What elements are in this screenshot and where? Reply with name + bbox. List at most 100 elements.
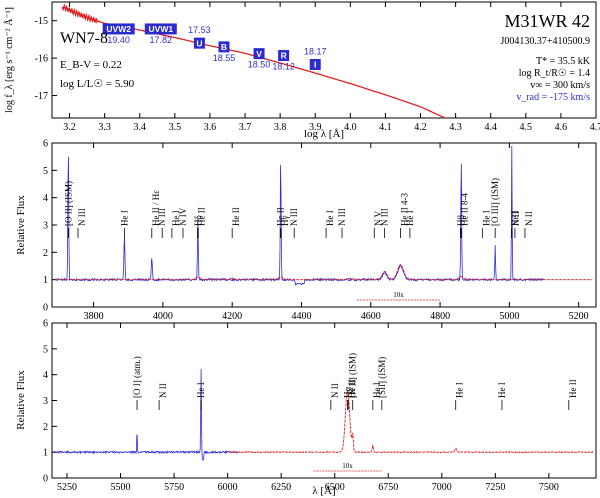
blue-line-ids: [O II] (ISM) N III He I He II / HεN III He I…	[63, 178, 534, 238]
blue-line-label: He I	[119, 210, 129, 226]
phot-box-b	[218, 41, 230, 53]
phot-mag-r: 18.12	[272, 62, 295, 72]
red-spectrum-panel: 5250 5500 5750 6000 6250 6500 6750 7000 7250 7500…	[15, 319, 597, 497]
phot-label-v: V	[256, 49, 262, 59]
blue-line-label: Hδ	[193, 215, 203, 226]
blue-ytick-label: 2	[43, 248, 48, 259]
sed-xtick-label: 3.7	[239, 122, 252, 133]
red-scale-bar: 10x	[313, 462, 382, 472]
phot-box-i	[309, 58, 321, 70]
blue-scale-text: 10x	[393, 291, 404, 299]
phot-label-i: I	[314, 60, 316, 70]
red-line-label: Hα	[343, 387, 353, 398]
phot-mag-uvw2: 19.40	[107, 35, 130, 45]
blue-line-label: He I	[405, 210, 415, 226]
param-vinf: v∞ = 300 km/s	[530, 80, 590, 91]
blue-line-label: N III	[289, 208, 299, 226]
sed-xtick-label: 4.3	[449, 122, 462, 133]
blue-ytick-label: 6	[43, 139, 48, 150]
red-line-label: [SII] (ISM)	[377, 357, 387, 398]
sed-xtick-label: 4.1	[379, 122, 392, 133]
phot-mag-b: 18.55	[213, 53, 236, 63]
blue-line-label: He II	[231, 207, 241, 226]
sed-xtick-label: 4.7	[590, 122, 600, 133]
blue-ytick-label: 4	[43, 193, 48, 204]
sed-xtick-label: 3.8	[274, 122, 287, 133]
red-scale-text: 10x	[342, 462, 353, 470]
blue-line-label: He I	[481, 210, 491, 226]
sed-ytick-label: -17	[35, 91, 48, 102]
phot-box-v	[253, 48, 265, 60]
blue-line-label: [O II] (ISM)	[63, 181, 73, 226]
phot-box-uvw2	[102, 23, 135, 35]
phot-label-u: U	[196, 38, 202, 48]
blue-xtick-label: 4000	[153, 311, 173, 322]
red-observed-spectrum	[53, 368, 239, 461]
blue-spectrum-y-ticks: 0 1 2 3 4 5 6	[43, 139, 57, 314]
red-xtick-label: 5750	[164, 482, 184, 493]
param-temperature: T* = 35.5 kK	[536, 56, 591, 67]
sed-xtick-label: 3.2	[63, 122, 76, 133]
red-xtick-label: 7500	[539, 482, 559, 493]
extinction-label: E_B-V = 0.22	[60, 59, 122, 71]
blue-scale-bar: 10x	[356, 291, 441, 301]
object-coords: J004130.37+410500.9	[500, 36, 590, 47]
phot-mag-i: 18.17	[304, 46, 327, 56]
sed-x-ticks: 3.2 3.3 3.4 3.5 3.6 3.7 3.8 3.9 4.0 4.1 4.2 4.3 4.4 4…	[63, 2, 600, 133]
sed-xtick-label: 3.6	[204, 122, 217, 133]
sed-frame	[51, 1, 597, 119]
red-line-label: He I	[372, 382, 382, 398]
sed-xtick-label: 3.4	[133, 122, 146, 133]
sed-xtick-label: 4.0	[344, 122, 357, 133]
red-y-label: Relative Flux	[15, 370, 27, 430]
blue-spectrum-panel: 3800 4000 4200 4400 4600 4800 5000 5200 0 1 2 3 4 5 6…	[15, 139, 597, 322]
sed-xtick-label: 4.4	[484, 122, 497, 133]
blue-xtick-label: 3800	[84, 311, 104, 322]
phot-label-uvw1: UVW1	[149, 24, 174, 34]
blue-line-label: N V	[373, 210, 383, 226]
blue-xtick-label: 4200	[222, 311, 242, 322]
blue-line-label: N III	[380, 208, 390, 226]
blue-line-label: He I	[325, 210, 335, 226]
sed-y-ticks: -15 -16 -17	[35, 16, 57, 102]
phot-box-uvw1	[144, 23, 177, 35]
red-xtick-label: 5250	[57, 482, 77, 493]
sed-xtick-label: 4.2	[414, 122, 427, 133]
red-ytick-label: 2	[43, 422, 48, 433]
sed-xtick-label: 3.5	[169, 122, 182, 133]
phot-box-u	[193, 37, 205, 49]
phot-mag-v: 18.50	[248, 60, 271, 70]
blue-line-label: N III	[77, 208, 87, 226]
red-ytick-label: 5	[43, 344, 48, 355]
blue-ytick-label: 0	[43, 303, 48, 314]
blue-line-label: N II	[524, 211, 534, 226]
blue-line-label: [O III] (ISM)	[490, 178, 500, 226]
blue-line-label: He II	[197, 207, 207, 226]
phot-label-r: R	[281, 51, 287, 61]
blue-line-label: He II / Hε	[151, 190, 161, 226]
spectral-type: WN7-8	[60, 30, 108, 47]
sed-xtick-label: 4.6	[555, 122, 568, 133]
red-xtick-label: 5500	[111, 482, 131, 493]
red-ytick-label: 1	[43, 448, 48, 459]
red-ytick-label: 0	[43, 474, 48, 485]
param-radius: log R_t/R☉ = 1.4	[519, 68, 590, 79]
blue-spectrum-x-ticks: 3800 4000 4200 4400 4600 4800 5000 5200	[84, 143, 589, 322]
blue-xtick-label: 4800	[430, 311, 450, 322]
red-ytick-label: 3	[43, 396, 48, 407]
blue-ytick-label: 5	[43, 166, 48, 177]
sed-ytick-label: -15	[35, 16, 48, 27]
blue-xtick-label: 4400	[291, 311, 311, 322]
blue-xtick-label: 4600	[361, 311, 381, 322]
sed-panel: 3.2 3.3 3.4 3.5 3.6 3.7 3.8 3.9 4.0 4.1 4.2 4.3 4.4 4…	[3, 1, 600, 140]
red-xtick-label: 6500	[325, 482, 345, 493]
blue-ytick-label: 3	[43, 221, 48, 232]
blue-line-label: He II 8-4	[460, 193, 470, 226]
blue-line-label: N III	[157, 208, 167, 226]
blue-line-label: Hγ	[280, 216, 290, 226]
red-spectrum-y-ticks: 0 1 2 3 4 5 6	[43, 319, 57, 485]
blue-xtick-label: 5200	[569, 311, 589, 322]
